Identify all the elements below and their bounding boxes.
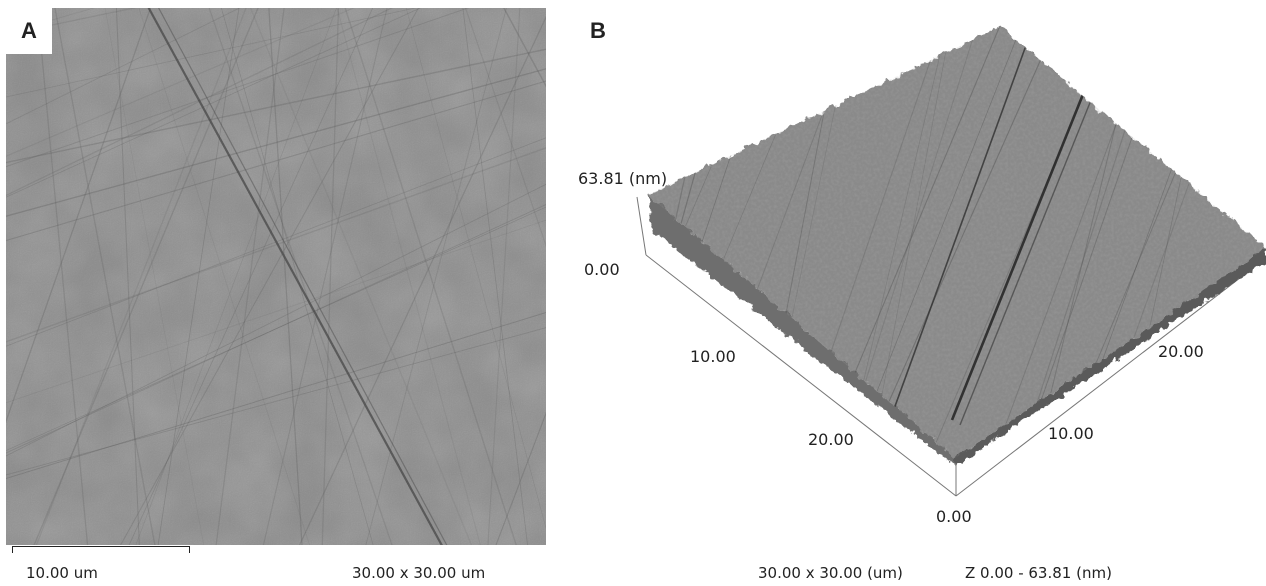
left-axis-tick-20: 20.00 [808,430,854,449]
afm-2d-panel: A [6,8,546,545]
scratch-line [867,27,953,458]
surface-left-face [648,195,955,466]
z-axis-max-label: 63.81 (nm) [578,169,667,188]
right-axis-line [955,257,1266,497]
scratch-line [950,51,1102,421]
scan-size-3d-label: 30.00 x 30.00 (um) [758,564,903,582]
right-axis-tick-20: 20.00 [1158,342,1204,361]
scratch-line [858,27,1059,458]
afm-2d-image [6,8,546,545]
scan-size-label: 30.00 x 30.00 um [352,564,486,582]
right-axis-tick-10: 10.00 [1048,424,1094,443]
scale-bar-tick-right [189,546,190,553]
z-range-label: Z 0.00 - 63.81 (nm) [965,564,1112,582]
afm-2d-grain [6,8,546,545]
scale-bar [12,546,192,554]
scale-bar-line [12,546,190,547]
scale-bar-label: 10.00 um [26,564,98,582]
surface-right-face [955,248,1266,466]
left-axis-tick-10: 10.00 [690,347,736,366]
origin-label: 0.00 [936,507,972,526]
left-axis-line [645,254,957,497]
z-axis-min-label: 0.00 [584,260,620,279]
scale-bar-tick-left [12,546,13,553]
scratch-line [889,39,1029,421]
panel-letter-b: B [590,18,606,43]
afm-3d-panel: 63.81 (nm) 0.00 10.00 20.00 20.00 10.00 … [560,0,1266,586]
afm-3d-surface: 63.81 (nm) 0.00 10.00 20.00 20.00 10.00 … [578,27,1266,526]
scratch-line [959,57,1109,426]
panel-letter-a: A [6,8,52,54]
z-axis-line [636,196,647,256]
